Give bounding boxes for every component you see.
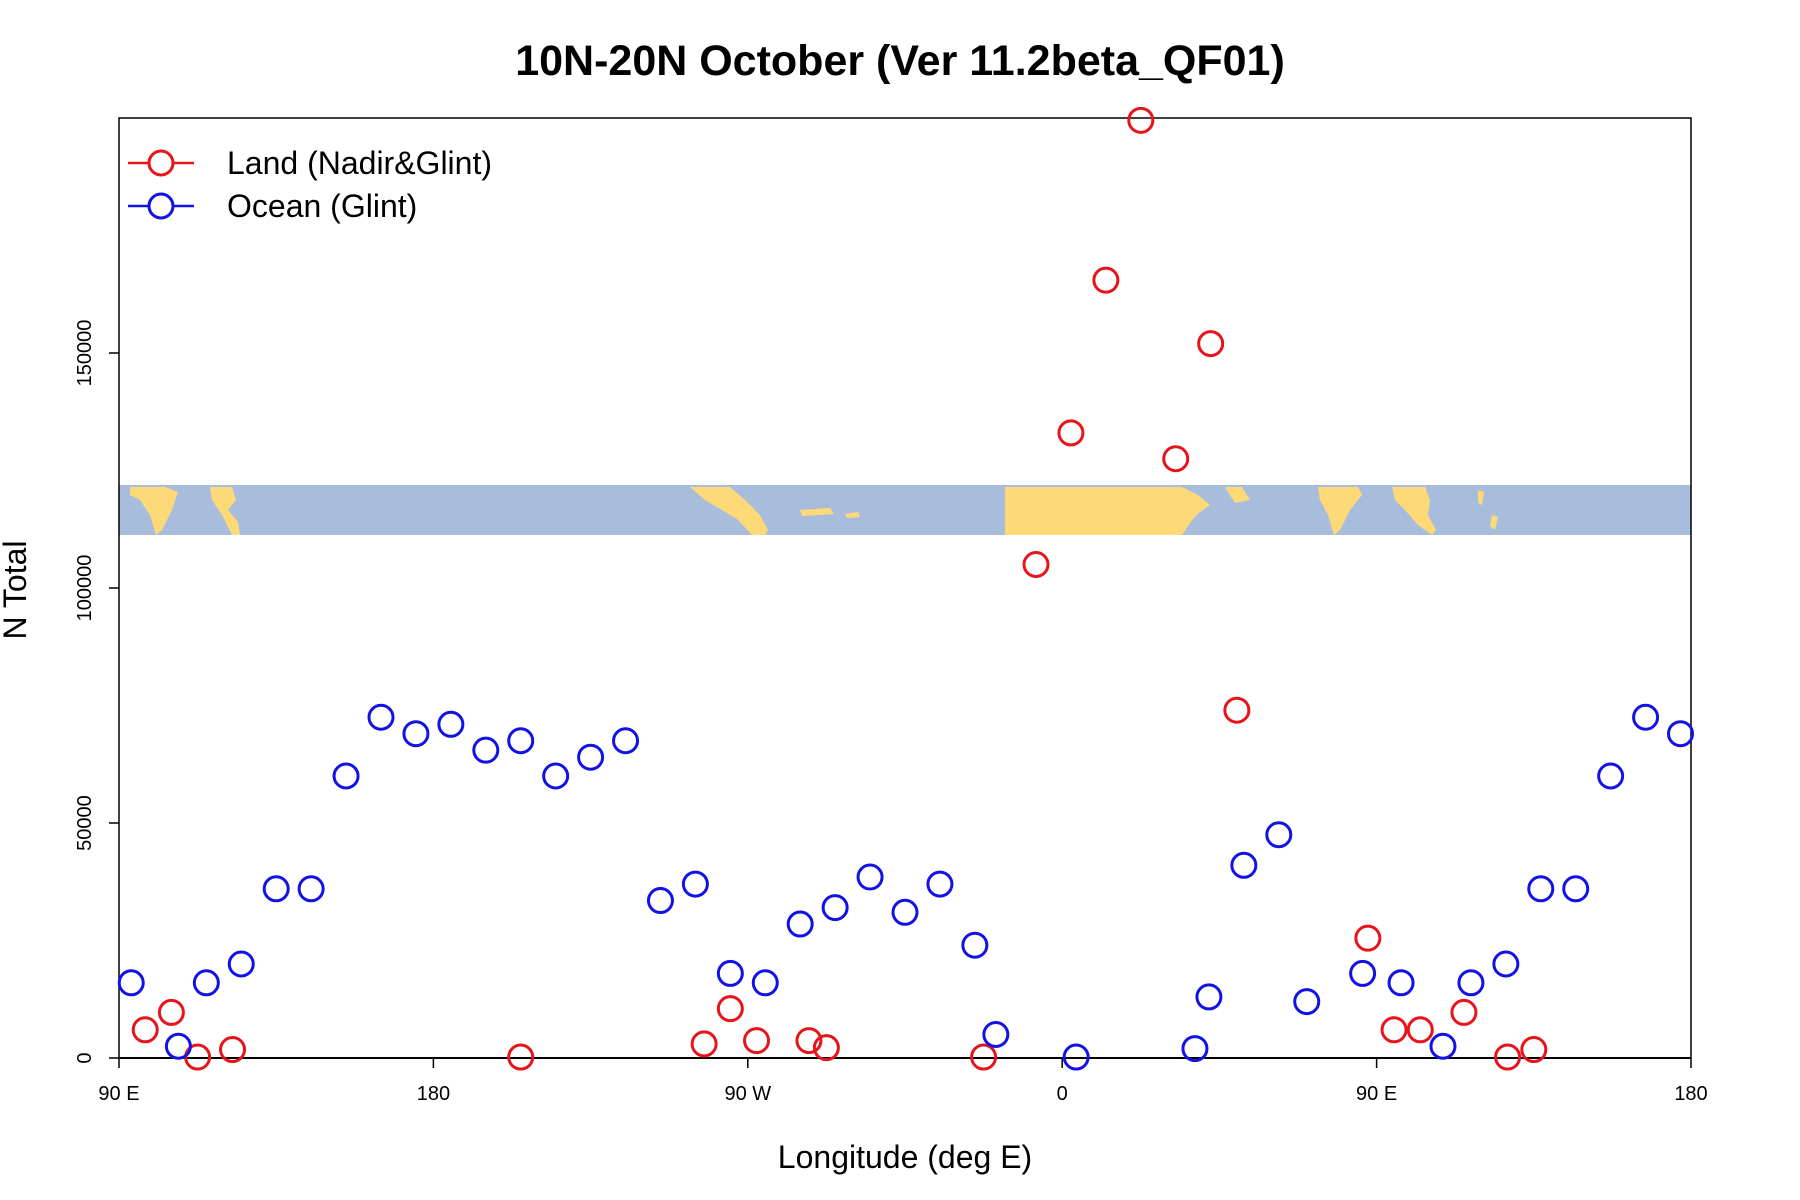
plot-frame <box>118 117 1692 1059</box>
ocean-point <box>751 969 779 997</box>
legend-land-label: Land (Nadir&Glint) <box>227 145 492 181</box>
ocean-point <box>982 1021 1010 1048</box>
ocean-point <box>1195 983 1223 1011</box>
x-tick-label: 0 <box>1057 1083 1068 1105</box>
ocean-point <box>1492 950 1520 978</box>
land-point <box>812 1034 840 1062</box>
data-points <box>117 106 1695 1071</box>
ocean-point <box>856 863 884 891</box>
map-land-india-2 <box>1318 487 1362 535</box>
ocean-point <box>681 870 709 898</box>
legend: Land (Nadir&Glint) Ocean (Glint) <box>128 145 492 224</box>
land-point <box>1406 1016 1434 1044</box>
land-point <box>690 1030 718 1058</box>
ocean-point <box>926 870 954 898</box>
x-axis: 90 E 180 90 W 0 90 E 180 <box>98 1058 1708 1105</box>
map-land-philippines <box>1478 490 1498 530</box>
ocean-point <box>646 887 674 915</box>
ocean-point <box>437 710 465 738</box>
ocean-point <box>1597 762 1625 790</box>
chart-title: 10N-20N October (Ver 11.2beta_QF01) <box>515 37 1285 85</box>
land-point <box>1494 1043 1522 1071</box>
map-ocean-band <box>119 485 1691 535</box>
x-tick-label: 180 <box>1674 1083 1707 1105</box>
x-tick-label: 90 E <box>1356 1083 1397 1105</box>
ocean-point <box>262 875 290 903</box>
ocean-point <box>1457 969 1485 997</box>
land-point <box>219 1036 247 1064</box>
land-point <box>1197 330 1225 358</box>
ocean-point <box>821 894 849 922</box>
ocean-point <box>472 736 500 764</box>
map-strip <box>119 485 1691 535</box>
land-point <box>1162 445 1190 473</box>
map-land-antilles <box>800 508 860 518</box>
ocean-point <box>1667 720 1695 748</box>
x-tick-label: 180 <box>417 1083 450 1105</box>
ocean-point <box>402 720 430 748</box>
land-point <box>1520 1036 1548 1064</box>
ocean-point <box>1562 875 1590 903</box>
ocean-point <box>1062 1043 1090 1071</box>
land-point <box>1022 551 1050 578</box>
ocean-point <box>542 762 570 790</box>
ocean-point <box>227 950 255 978</box>
y-tick-label: 100000 <box>74 555 96 622</box>
land-point <box>131 1016 159 1044</box>
ocean-point <box>192 969 220 997</box>
map-land-seasia <box>210 487 240 535</box>
ocean-point <box>891 898 919 926</box>
ocean-point <box>332 762 360 790</box>
map-land-arabia-cape <box>1225 487 1250 503</box>
land-point <box>716 995 744 1023</box>
ocean-point <box>117 969 145 997</box>
map-land-africa <box>1005 487 1210 535</box>
land-point <box>743 1027 771 1055</box>
land-point <box>970 1043 998 1071</box>
ocean-point <box>1265 821 1293 849</box>
land-point <box>157 998 185 1026</box>
ocean-point <box>1527 875 1555 903</box>
map-land-india <box>130 487 178 535</box>
land-point <box>1450 998 1478 1026</box>
x-axis-label: Longitude (deg E) <box>778 1139 1032 1175</box>
land-point <box>1092 266 1120 294</box>
map-land-seasia-2 <box>1392 487 1436 535</box>
legend-land-marker <box>147 149 175 177</box>
land-point <box>795 1027 823 1055</box>
map-land-mexico <box>690 487 768 535</box>
legend-ocean-marker <box>147 192 175 220</box>
land-point <box>1127 106 1155 134</box>
legend-ocean-label: Ocean (Glint) <box>227 188 417 224</box>
x-tick-label: 90 E <box>98 1083 139 1105</box>
land-point <box>1380 1016 1408 1044</box>
x-tick-label: 90 W <box>724 1083 771 1105</box>
ocean-point <box>367 703 395 731</box>
ocean-point <box>961 931 989 959</box>
ocean-point <box>1387 969 1415 997</box>
ocean-point <box>577 743 605 771</box>
ocean-point <box>1230 851 1258 879</box>
y-axis: 0 50000 100000 150000 <box>74 320 119 1064</box>
ocean-point <box>1429 1032 1457 1060</box>
ocean-point <box>164 1032 192 1060</box>
ocean-point <box>1349 959 1377 987</box>
y-tick-label: 0 <box>74 1052 96 1063</box>
ocean-point <box>507 727 535 755</box>
ocean-point <box>786 910 814 938</box>
land-point <box>1057 419 1085 447</box>
ocean-point <box>716 959 744 987</box>
ocean-point <box>1181 1035 1209 1063</box>
land-point <box>507 1043 535 1071</box>
land-point <box>1223 696 1251 724</box>
ocean-point <box>297 875 325 903</box>
y-tick-label: 50000 <box>74 795 96 851</box>
y-axis-label: N Total <box>0 540 33 639</box>
ocean-point <box>1632 703 1660 731</box>
y-tick-label: 150000 <box>74 320 96 387</box>
land-point <box>1354 924 1382 952</box>
ocean-point <box>612 727 640 755</box>
ocean-point <box>1293 988 1321 1016</box>
